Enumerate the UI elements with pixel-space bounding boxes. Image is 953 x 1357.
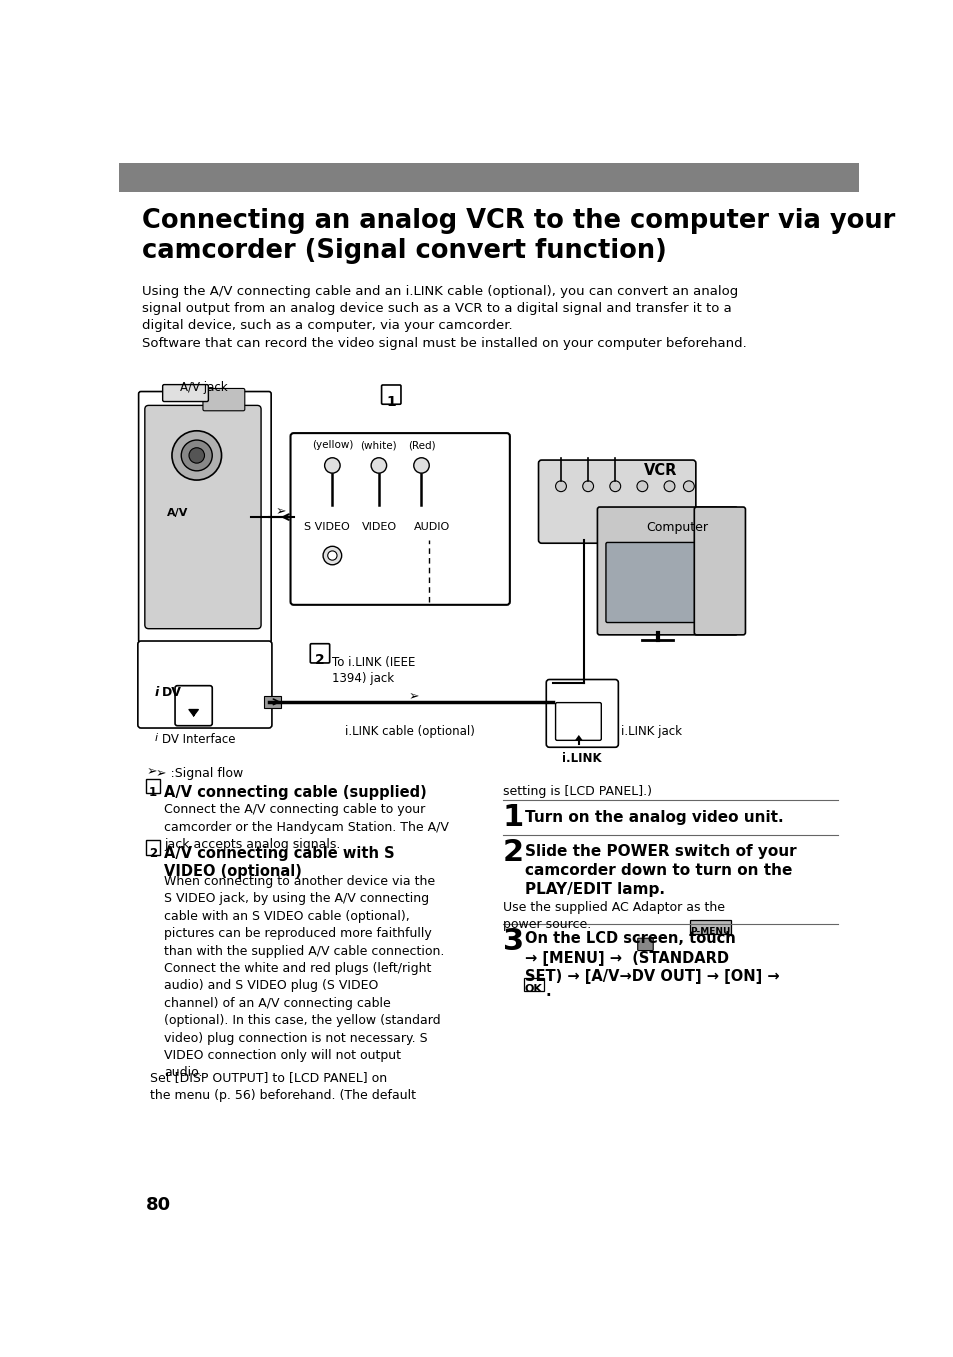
Text: 1: 1 [502,803,523,832]
Text: 3: 3 [502,927,523,955]
Text: On the LCD screen, touch: On the LCD screen, touch [524,931,740,946]
Circle shape [189,448,204,463]
Text: When connecting to another device via the
S VIDEO jack, by using the A/V connect: When connecting to another device via th… [164,875,444,1079]
Text: Connect the A/V connecting cable to your
camcorder or the Handycam Station. The : Connect the A/V connecting cable to your… [164,803,449,851]
FancyBboxPatch shape [138,392,271,643]
Text: i: i [154,733,157,742]
Text: S VIDEO: S VIDEO [303,521,349,532]
FancyBboxPatch shape [137,641,272,727]
FancyBboxPatch shape [203,388,245,411]
Text: AUDIO: AUDIO [414,521,450,532]
Text: (yellow): (yellow) [312,440,353,451]
Circle shape [682,480,694,491]
Text: i.LINK: i.LINK [561,752,601,765]
Text: Computer: Computer [645,521,707,533]
Text: (white): (white) [360,440,396,451]
FancyBboxPatch shape [546,680,618,748]
Circle shape [663,480,674,491]
Circle shape [414,457,429,474]
Text: P-MENU: P-MENU [690,927,730,936]
Text: ➢: ➢ [146,765,156,778]
Circle shape [172,430,221,480]
FancyBboxPatch shape [689,920,731,935]
Text: Using the A/V connecting cable and an i.LINK cable (optional), you can convert a: Using the A/V connecting cable and an i.… [142,285,746,350]
Text: Set [DISP OUTPUT] to [LCD PANEL] on
the menu (p. 56) beforehand. (The default: Set [DISP OUTPUT] to [LCD PANEL] on the … [150,1072,416,1102]
Text: A/V: A/V [167,508,189,518]
Text: A/V connecting cable with S
VIDEO (optional): A/V connecting cable with S VIDEO (optio… [164,845,395,879]
FancyBboxPatch shape [381,385,400,404]
Text: Use the supplied AC Adaptor as the
power source.: Use the supplied AC Adaptor as the power… [502,901,724,931]
Circle shape [555,480,566,491]
FancyBboxPatch shape [597,508,737,635]
Text: ➢: ➢ [408,691,418,703]
Text: ➢: ➢ [274,506,285,518]
FancyBboxPatch shape [119,163,858,193]
FancyBboxPatch shape [537,460,695,543]
Text: i.LINK jack: i.LINK jack [620,725,681,738]
Text: → [MENU] →  (STANDARD: → [MENU] → (STANDARD [524,950,728,966]
Circle shape [637,480,647,491]
FancyBboxPatch shape [548,696,565,708]
Polygon shape [575,735,582,741]
Text: i: i [154,687,158,699]
Text: setting is [LCD PANEL].): setting is [LCD PANEL].) [502,784,651,798]
Polygon shape [189,710,198,715]
Text: i.LINK cable (optional): i.LINK cable (optional) [345,725,475,738]
Text: 1: 1 [386,395,395,408]
FancyBboxPatch shape [146,840,160,855]
FancyBboxPatch shape [310,643,330,664]
FancyBboxPatch shape [637,938,653,950]
FancyBboxPatch shape [162,384,208,402]
Text: DV Interface: DV Interface [162,733,235,745]
Text: SET) → [A/V→DV OUT] → [ON] →: SET) → [A/V→DV OUT] → [ON] → [524,969,779,984]
Circle shape [609,480,620,491]
Text: DV: DV [162,687,182,699]
FancyBboxPatch shape [145,406,261,628]
Text: OK: OK [524,984,542,995]
Text: (Red): (Red) [407,440,435,451]
Text: 2: 2 [502,839,523,867]
Text: A/V connecting cable (supplied): A/V connecting cable (supplied) [164,784,427,801]
Circle shape [371,457,386,474]
Circle shape [324,457,340,474]
Circle shape [181,440,212,471]
FancyBboxPatch shape [174,685,212,726]
Circle shape [582,480,593,491]
Text: 2: 2 [314,653,325,668]
Text: Connecting an analog VCR to the computer via your
camcorder (Signal convert func: Connecting an analog VCR to the computer… [142,208,895,265]
Text: ➢ :Signal flow: ➢ :Signal flow [155,767,243,780]
FancyBboxPatch shape [555,703,600,741]
Text: 1: 1 [149,786,157,799]
FancyBboxPatch shape [146,779,160,794]
Text: VIDEO: VIDEO [361,521,396,532]
Text: Turn on the analog video unit.: Turn on the analog video unit. [524,810,782,825]
Text: To i.LINK (IEEE
1394) jack: To i.LINK (IEEE 1394) jack [332,655,416,685]
Text: 80: 80 [146,1196,172,1215]
FancyBboxPatch shape [264,696,281,708]
FancyBboxPatch shape [291,433,509,605]
Circle shape [328,551,336,560]
Text: Slide the POWER switch of your
camcorder down to turn on the
PLAY/EDIT lamp.: Slide the POWER switch of your camcorder… [524,844,796,897]
Text: .: . [545,984,551,999]
FancyBboxPatch shape [605,543,701,623]
FancyBboxPatch shape [523,977,543,992]
Text: 2: 2 [149,847,157,860]
FancyBboxPatch shape [694,508,744,635]
Text: VCR: VCR [643,463,677,478]
Circle shape [323,547,341,565]
Text: A/V jack: A/V jack [179,381,227,394]
